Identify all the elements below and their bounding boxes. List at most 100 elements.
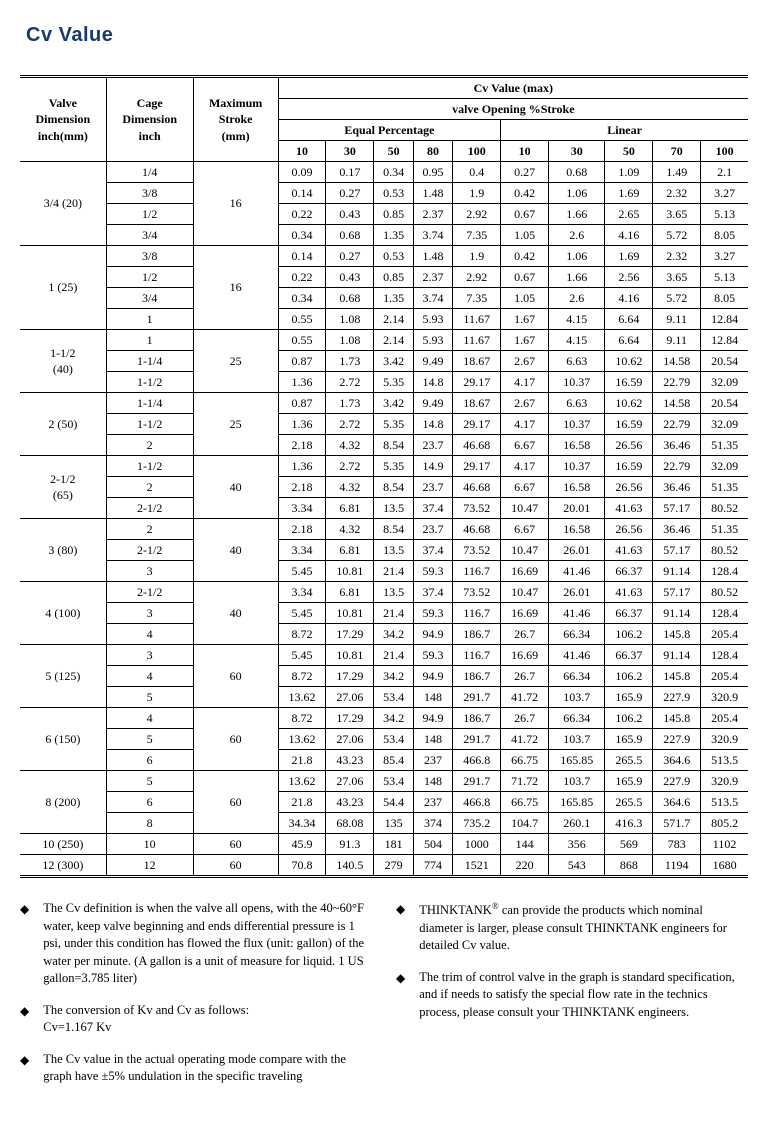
cell-eq: 23.7 <box>413 435 452 456</box>
cell-eq: 43.23 <box>326 792 374 813</box>
cell-eq: 116.7 <box>453 603 501 624</box>
cell-lin: 8.05 <box>701 225 748 246</box>
cell-lin: 227.9 <box>653 771 701 792</box>
cell-lin: 51.35 <box>701 519 748 540</box>
cell-cage-dim: 1-1/2 <box>106 372 193 393</box>
cell-lin: 10.37 <box>549 456 605 477</box>
cell-eq: 0.27 <box>326 183 374 204</box>
cell-eq: 1.48 <box>413 246 452 267</box>
cell-eq: 0.95 <box>413 162 452 183</box>
cell-lin: 320.9 <box>701 729 748 750</box>
cell-lin: 26.56 <box>605 435 653 456</box>
cell-eq: 29.17 <box>453 456 501 477</box>
col-lin-30: 30 <box>549 141 605 162</box>
cell-lin: 6.64 <box>605 309 653 330</box>
cell-lin: 80.52 <box>701 540 748 561</box>
cell-lin: 3.65 <box>653 204 701 225</box>
cell-lin: 4.17 <box>501 456 549 477</box>
cell-eq: 116.7 <box>453 645 501 666</box>
cell-lin: 16.59 <box>605 414 653 435</box>
cell-lin: 145.8 <box>653 624 701 645</box>
cell-lin: 1.49 <box>653 162 701 183</box>
cell-lin: 2.32 <box>653 183 701 204</box>
cell-lin: 36.46 <box>653 435 701 456</box>
cell-lin: 41.46 <box>549 561 605 582</box>
cell-eq: 29.17 <box>453 372 501 393</box>
note-text: THINKTANK® can provide the products whic… <box>419 900 748 955</box>
cell-cage-dim: 2 <box>106 519 193 540</box>
cell-eq: 186.7 <box>453 624 501 645</box>
cell-lin: 80.52 <box>701 582 748 603</box>
cell-eq: 237 <box>413 792 452 813</box>
cell-cage-dim: 3 <box>106 561 193 582</box>
cell-lin: 103.7 <box>549 687 605 708</box>
cell-lin: 26.7 <box>501 624 549 645</box>
cell-eq: 0.22 <box>278 267 326 288</box>
cell-eq: 735.2 <box>453 813 501 834</box>
cell-lin: 22.79 <box>653 372 701 393</box>
cell-eq: 13.62 <box>278 687 326 708</box>
cv-table: ValveDimensioninch(mm)CageDimensioninchM… <box>20 78 748 875</box>
cell-valve-dim: 2-1/2(65) <box>20 456 106 519</box>
cell-eq: 0.55 <box>278 309 326 330</box>
cell-eq: 6.81 <box>326 582 374 603</box>
cell-cage-dim: 12 <box>106 855 193 876</box>
col-eq-30: 30 <box>326 141 374 162</box>
cell-lin: 26.7 <box>501 708 549 729</box>
cell-lin: 5.13 <box>701 204 748 225</box>
cell-lin: 260.1 <box>549 813 605 834</box>
cell-eq: 9.49 <box>413 351 452 372</box>
note-item: ◆ The conversion of Kv and Cv as follows… <box>20 1002 372 1037</box>
cell-lin: 4.16 <box>605 288 653 309</box>
cell-eq: 46.68 <box>453 519 501 540</box>
cell-lin: 805.2 <box>701 813 748 834</box>
cell-max-stroke: 60 <box>193 834 278 855</box>
cell-eq: 29.17 <box>453 414 501 435</box>
cell-lin: 0.42 <box>501 183 549 204</box>
cell-eq: 8.54 <box>374 435 413 456</box>
cell-eq: 466.8 <box>453 750 501 771</box>
notes-section: ◆ The Cv definition is when the valve al… <box>20 900 748 1100</box>
cell-lin: 5.72 <box>653 288 701 309</box>
cell-lin: 12.84 <box>701 330 748 351</box>
cell-eq: 2.18 <box>278 477 326 498</box>
table-row: 2 (50)1-1/4250.871.733.429.4918.672.676.… <box>20 393 748 414</box>
cell-eq: 21.8 <box>278 792 326 813</box>
cell-eq: 27.06 <box>326 687 374 708</box>
cell-max-stroke: 60 <box>193 708 278 771</box>
cell-eq: 291.7 <box>453 729 501 750</box>
cell-lin: 2.32 <box>653 246 701 267</box>
cell-eq: 1521 <box>453 855 501 876</box>
cell-eq: 140.5 <box>326 855 374 876</box>
table-row: 3/40.340.681.353.747.351.052.64.165.728.… <box>20 225 748 246</box>
cell-eq: 6.81 <box>326 540 374 561</box>
diamond-bullet-icon: ◆ <box>396 900 405 955</box>
cell-lin: 2.56 <box>605 267 653 288</box>
cell-eq: 1.9 <box>453 246 501 267</box>
cell-cage-dim: 3/4 <box>106 225 193 246</box>
cell-max-stroke: 60 <box>193 645 278 708</box>
cell-eq: 279 <box>374 855 413 876</box>
cell-eq: 2.72 <box>326 414 374 435</box>
cell-lin: 128.4 <box>701 561 748 582</box>
cell-eq: 21.4 <box>374 645 413 666</box>
note-item: ◆ The Cv value in the actual operating m… <box>20 1051 372 1086</box>
cell-valve-dim: 5 (125) <box>20 645 106 708</box>
cell-eq: 53.4 <box>374 687 413 708</box>
cell-lin: 5.13 <box>701 267 748 288</box>
cell-lin: 26.01 <box>549 582 605 603</box>
cell-lin: 20.01 <box>549 498 605 519</box>
table-row: 6 (150)4608.7217.2934.294.9186.726.766.3… <box>20 708 748 729</box>
cell-eq: 0.55 <box>278 330 326 351</box>
cell-eq: 3.42 <box>374 393 413 414</box>
cell-lin: 36.46 <box>653 519 701 540</box>
col-eq-80: 80 <box>413 141 452 162</box>
cell-lin: 16.58 <box>549 519 605 540</box>
cell-eq: 13.62 <box>278 729 326 750</box>
cell-eq: 23.7 <box>413 519 452 540</box>
cell-eq: 8.72 <box>278 624 326 645</box>
diamond-bullet-icon: ◆ <box>20 1051 29 1086</box>
cell-eq: 34.2 <box>374 708 413 729</box>
table-row: 3 (80)2402.184.328.5423.746.686.6716.582… <box>20 519 748 540</box>
cell-eq: 5.45 <box>278 645 326 666</box>
